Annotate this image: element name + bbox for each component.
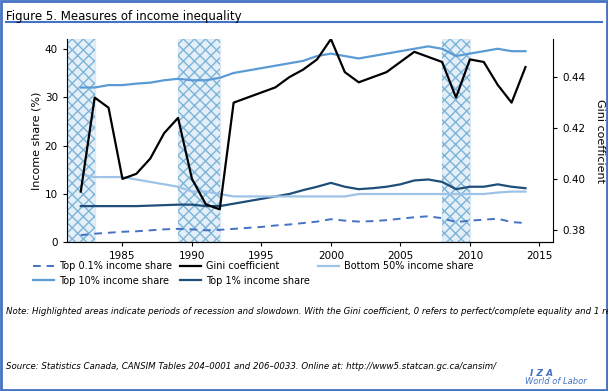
- Text: Source: Statistics Canada, CANSIM Tables 204–0001 and 206–0033. Online at: http:: Source: Statistics Canada, CANSIM Tables…: [6, 362, 496, 371]
- Text: Figure 5. Measures of income inequality: Figure 5. Measures of income inequality: [6, 10, 242, 23]
- Text: World of Labor: World of Labor: [525, 377, 587, 386]
- Text: I Z A: I Z A: [530, 369, 553, 378]
- Y-axis label: Gini coefficient: Gini coefficient: [595, 99, 605, 183]
- Bar: [67, 39, 95, 242]
- Bar: [67, 39, 95, 242]
- Bar: [178, 39, 219, 242]
- Text: Note: Highlighted areas indicate periods of recession and slowdown. With the Gin: Note: Highlighted areas indicate periods…: [6, 307, 608, 316]
- Bar: [442, 39, 470, 242]
- Bar: [178, 39, 219, 242]
- Bar: [442, 39, 470, 242]
- Legend: Top 0.1% income share, Top 10% income share, Gini coefficient, Top 1% income sha: Top 0.1% income share, Top 10% income sh…: [29, 257, 478, 290]
- Y-axis label: Income share (%): Income share (%): [32, 91, 42, 190]
